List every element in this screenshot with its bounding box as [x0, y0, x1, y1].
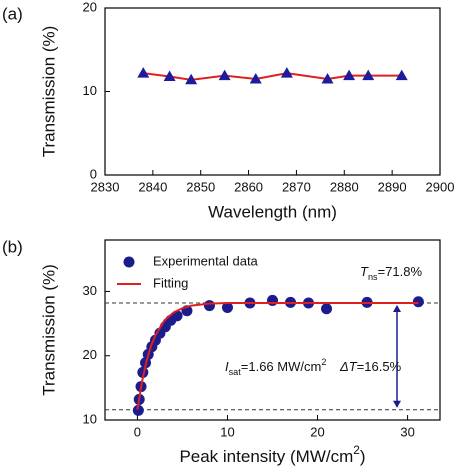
y-tick-label: 30 [83, 283, 97, 298]
subscript: ns [368, 272, 378, 282]
panel-label: (b) [2, 237, 23, 256]
x-tick-label: 30 [400, 424, 414, 439]
marker [321, 72, 334, 84]
x-tick-label: 2830 [91, 179, 120, 194]
marker [321, 303, 333, 315]
subscript: sat [229, 367, 242, 377]
x-axis-label: Wavelength (nm) [208, 202, 337, 221]
panel-label: (a) [2, 4, 23, 23]
y-axis-label: Transmission (%) [39, 264, 58, 396]
line [136, 302, 419, 410]
annotation: Tns=71.8% [360, 264, 422, 282]
marker [218, 69, 231, 81]
y-tick-label: 20 [83, 347, 97, 362]
line [143, 72, 402, 81]
superscript: 2 [321, 357, 326, 367]
symbol: ΔT [339, 359, 358, 374]
x-tick-label: 2860 [234, 179, 263, 194]
symbol: I [225, 359, 229, 374]
plot-frame [104, 7, 441, 176]
marker [221, 302, 233, 313]
marker [132, 404, 144, 416]
y-tick-label: 0 [90, 166, 97, 181]
x-tick-label: 2870 [282, 179, 311, 194]
y-tick-label: 10 [83, 83, 97, 98]
arrow-head [393, 305, 401, 312]
x-tick-label: 2850 [186, 179, 215, 194]
x-tick-label: 2890 [378, 179, 407, 194]
annotation: Isat=1.66 MW/cm2 [225, 357, 326, 377]
y-tick-label: 10 [83, 411, 97, 426]
text: =71.8% [378, 264, 423, 279]
legend-marker [123, 256, 135, 268]
symbol: T [360, 264, 369, 279]
x-tick-label: 10 [220, 424, 234, 439]
marker [280, 67, 293, 78]
marker [249, 72, 262, 84]
superscript: 2 [353, 443, 360, 457]
x-tick-label: 20 [310, 424, 324, 439]
x-tick-label: 2840 [138, 179, 167, 194]
x-tick-label: 0 [134, 424, 141, 439]
x-tick-label: 2880 [330, 179, 359, 194]
annotation: ΔT=16.5% [339, 359, 402, 374]
marker [395, 69, 408, 81]
marker [362, 69, 375, 81]
arrow-head [393, 400, 401, 408]
marker [137, 67, 150, 78]
legend-label: Fitting [153, 275, 188, 290]
marker [185, 73, 198, 85]
marker [267, 294, 278, 306]
text: Peak intensity (MW/cm [179, 447, 353, 466]
text: =1.66 MW/cm [241, 359, 322, 374]
marker [163, 70, 176, 81]
marker [412, 296, 424, 308]
y-axis-label: Transmission (%) [39, 26, 58, 158]
x-axis-label: Peak intensity (MW/cm2) [179, 443, 365, 466]
legend-label: Experimental data [153, 253, 259, 268]
y-tick-label: 20 [83, 0, 97, 14]
marker [343, 69, 356, 81]
plot-frame [104, 239, 441, 421]
suffix: ) [360, 447, 366, 466]
x-tick-label: 2900 [426, 179, 455, 194]
text: =16.5% [357, 359, 402, 374]
marker [203, 300, 215, 312]
